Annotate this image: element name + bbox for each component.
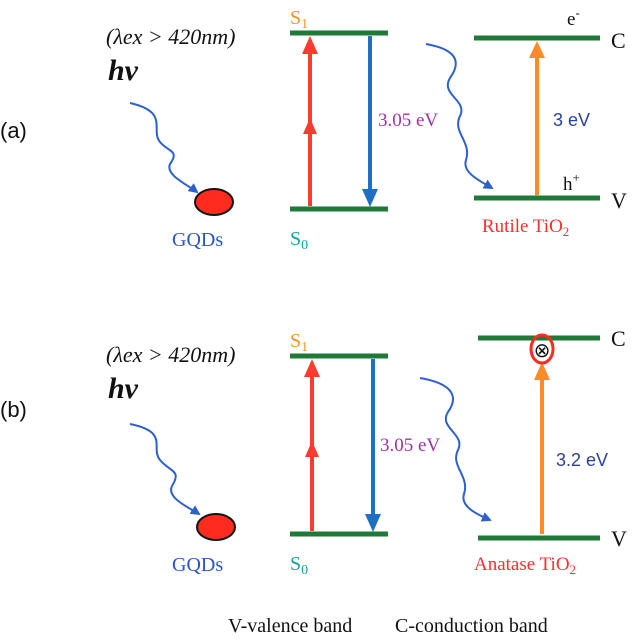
photon-label: hν [108, 372, 139, 405]
s0-label: S0 [290, 228, 308, 253]
s1-label: S1 [290, 7, 308, 32]
electron-superscript: - [575, 5, 579, 20]
s1-label: S1 [290, 330, 308, 355]
tio2-gap-label: 3.2 eV [556, 450, 608, 470]
semiconductor-subscript: 2 [563, 224, 570, 239]
valence-band-label: V [611, 526, 627, 551]
photon-label: hν [108, 54, 139, 87]
valence-legend: V-valence band [228, 615, 352, 637]
tio2-excitation-arrow-head [529, 41, 545, 58]
excitation-arrow-mid-head [303, 118, 317, 134]
valence-band-label: V [611, 188, 627, 213]
conduction-legend: C-conduction band [395, 615, 548, 637]
incident-light-wave [129, 423, 201, 516]
s0-subscript: 0 [301, 563, 308, 578]
excitation-arrow-mid-head [305, 441, 319, 457]
quantum-dot [196, 513, 236, 541]
blocked-transition-ring [529, 333, 555, 365]
panel-label: (a) [0, 118, 27, 143]
panel-a: (a) (λex > 420nm) hν GQDs S1 S0 3.05 eV … [0, 5, 627, 253]
excitation-condition: (λex > 420nm) [106, 342, 235, 367]
tio2-excitation-arrow-head [534, 362, 550, 380]
hole-label: h+ [563, 170, 580, 195]
conduction-band-label: C [611, 28, 626, 53]
semiconductor-subscript: 2 [570, 562, 577, 577]
s1-subscript: 1 [301, 17, 308, 32]
incident-light-wave [129, 102, 199, 194]
conduction-band-label: C [611, 326, 626, 351]
panel-b: (b) (λex > 420nm) hν GQDs S1 S0 3.05 eV … [0, 326, 627, 578]
semiconductor-label: Rutile TiO2 [482, 216, 569, 239]
gqd-gap-label: 3.05 eV [378, 110, 438, 131]
gqd-gap-label: 3.05 eV [380, 435, 440, 456]
s0-subscript: 0 [301, 238, 308, 253]
emission-arrow-head [365, 514, 381, 532]
emission-arrow-head [362, 189, 378, 207]
s1-subscript: 1 [301, 340, 308, 355]
gqds-label: GQDs [172, 554, 223, 576]
energy-transfer-wave [419, 377, 492, 522]
energy-transfer-wave [425, 43, 494, 189]
s0-label: S0 [290, 553, 308, 578]
hole-superscript: + [573, 170, 580, 185]
blocked-transition-icon: ⊗ [534, 340, 551, 362]
tio2-gap-label: 3 eV [553, 110, 590, 130]
electron-label: e- [567, 5, 580, 30]
excitation-arrow-head [302, 36, 318, 54]
semiconductor-label: Anatase TiO2 [474, 554, 576, 577]
excitation-condition: (λex > 420nm) [106, 24, 235, 49]
gqds-label: GQDs [172, 229, 223, 251]
panel-label: (b) [0, 397, 27, 422]
excitation-arrow-head [304, 359, 320, 377]
quantum-dot [194, 188, 234, 216]
